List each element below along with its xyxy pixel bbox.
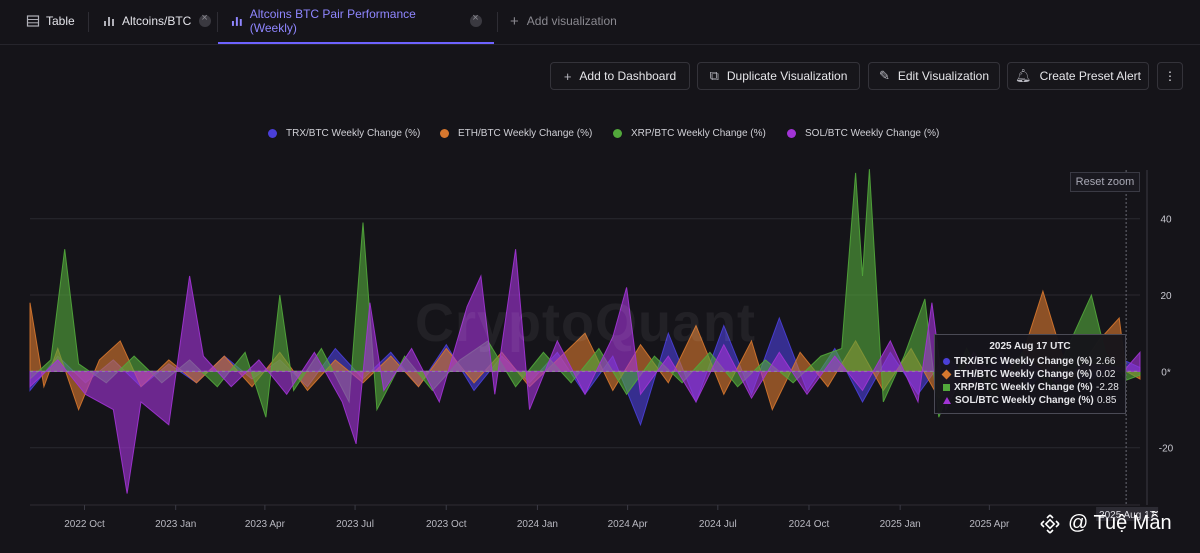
tab-divider [88, 12, 89, 32]
chart-legend: TRX/BTC Weekly Change (%) ETH/BTC Weekly… [0, 128, 1200, 144]
square-marker-icon [943, 384, 950, 391]
copy-icon: ⧉ [709, 68, 719, 83]
tab-altcoins-btc-pair-performance[interactable]: Altcoins BTC Pair Performance (Weekly) [218, 0, 494, 44]
tooltip-series-name: SOL/BTC Weekly Change (%) [955, 395, 1094, 406]
x-tick-label: 2023 Jan [155, 519, 196, 530]
x-tick-label: 2024 Oct [789, 519, 830, 530]
x-tick-label: 2023 Jul [336, 519, 374, 530]
author-watermark: @ Tuệ Mẫn [1040, 512, 1172, 535]
tab-table[interactable]: Table [26, 0, 75, 42]
tooltip-series-name: ETH/BTC Weekly Change (%) [954, 369, 1093, 380]
bar-chart-icon [231, 17, 242, 26]
crosshair-date-label: 2025 Aug 17 [1099, 510, 1156, 521]
plus-icon: + [563, 68, 572, 84]
tooltip-title: 2025 Aug 17 UTC [989, 341, 1071, 352]
tab-label: Table [46, 14, 75, 28]
legend-item-trx[interactable]: TRX/BTC Weekly Change (%) [268, 128, 420, 139]
edit-visualization-button[interactable]: ✎ Edit Visualization [868, 62, 1000, 90]
x-tick-label: 2025 Apr [969, 519, 1010, 530]
legend-label: ETH/BTC Weekly Change (%) [458, 128, 593, 139]
add-to-dashboard-label: Add to Dashboard [579, 69, 677, 83]
legend-label: XRP/BTC Weekly Change (%) [631, 128, 766, 139]
y-tick-label: 0* [1161, 367, 1171, 378]
close-icon[interactable] [199, 12, 212, 27]
legend-marker [787, 129, 796, 138]
pencil-icon: ✎ [878, 68, 890, 83]
tab-label: Altcoins BTC Pair Performance (Weekly) [249, 7, 416, 35]
legend-item-sol[interactable]: SOL/BTC Weekly Change (%) [787, 128, 939, 139]
plus-icon: + [510, 12, 519, 30]
bell-icon: 🔔︎ [1015, 68, 1032, 83]
legend-item-xrp[interactable]: XRP/BTC Weekly Change (%) [613, 128, 766, 139]
legend-label: SOL/BTC Weekly Change (%) [805, 128, 940, 139]
alert-label: Create Preset Alert [1039, 69, 1141, 83]
x-tick-label: 2023 Oct [426, 519, 467, 530]
tooltip-series-name: XRP/BTC Weekly Change (%) [954, 382, 1093, 393]
tooltip-series-value: 0.02 [1096, 369, 1116, 380]
x-axis: 2022 Oct 2023 Jan 2023 Apr 2023 Jul 2023 Oct… [30, 504, 1140, 530]
tooltip-row: ETH/BTC Weekly Change (%) 0.02 [935, 368, 1125, 381]
legend-item-eth[interactable]: ETH/BTC Weekly Change (%) [440, 128, 592, 139]
tooltip-row: XRP/BTC Weekly Change (%) -2.28 [935, 381, 1125, 394]
close-icon[interactable] [470, 12, 482, 27]
tab-altcoins-btc[interactable]: Altcoins/BTC [102, 0, 212, 42]
legend-label: TRX/BTC Weekly Change (%) [286, 128, 421, 139]
tooltip-row: TRX/BTC Weekly Change (%) 2.66 [935, 355, 1125, 368]
reset-zoom-button[interactable]: Reset zoom [1070, 172, 1140, 192]
x-tick-label: 2022 Oct [64, 519, 105, 530]
x-tick-label: 2024 Apr [608, 519, 649, 530]
tab-label: Altcoins/BTC [122, 14, 192, 28]
tab-divider [497, 12, 498, 32]
brand-watermark: CryptoQuant [415, 293, 756, 353]
more-options-button[interactable]: ⋮ [1157, 62, 1183, 90]
x-tick-label: 2025 Jan [880, 519, 921, 530]
crosshair-date-box [1096, 507, 1159, 521]
duplicate-label: Duplicate Visualization [726, 69, 848, 83]
bar-chart-icon [104, 17, 114, 26]
watermark-text: @ Tuệ Mẫn [1068, 512, 1172, 534]
create-preset-alert-button[interactable]: 🔔︎ Create Preset Alert [1007, 62, 1149, 90]
triangle-marker-icon [943, 397, 951, 404]
x-tick-label: 2024 Jul [699, 519, 737, 530]
legend-marker [268, 129, 277, 138]
y-tick-label: -20 [1159, 444, 1174, 455]
tab-add-visualization[interactable]: + Add visualization [510, 0, 617, 42]
chart-tooltip: 2025 Aug 17 UTC TRX/BTC Weekly Change (%… [934, 334, 1126, 414]
tooltip-series-name: TRX/BTC Weekly Change (%) [954, 356, 1093, 367]
circle-marker-icon [943, 358, 950, 365]
tab-bar: Table Altcoins/BTC Altcoins BTC Pair Per… [0, 0, 1200, 45]
tab-divider [217, 12, 218, 32]
duplicate-visualization-button[interactable]: ⧉ Duplicate Visualization [697, 62, 860, 90]
legend-marker [613, 129, 622, 138]
tooltip-series-value: 0.85 [1097, 395, 1117, 406]
y-tick-label: 40 [1160, 215, 1172, 226]
table-icon [26, 15, 40, 27]
edit-label: Edit Visualization [897, 69, 990, 83]
y-tick-label: 20 [1160, 291, 1172, 302]
tooltip-series-value: 2.66 [1096, 356, 1116, 367]
diamond-marker-icon [941, 369, 952, 380]
legend-marker [440, 129, 449, 138]
x-tick-label: 2023 Apr [245, 519, 286, 530]
x-tick-label: 2024 Jan [517, 519, 558, 530]
tooltip-series-value: -2.28 [1096, 382, 1119, 393]
tab-label: Add visualization [526, 14, 617, 28]
y-axis: 40 20 0* -20 [1146, 170, 1174, 505]
more-icon: ⋮ [1164, 69, 1176, 83]
tooltip-row: SOL/BTC Weekly Change (%) 0.85 [935, 394, 1125, 407]
add-to-dashboard-button[interactable]: + Add to Dashboard [550, 62, 690, 90]
diamond-logo-icon [1040, 513, 1060, 534]
